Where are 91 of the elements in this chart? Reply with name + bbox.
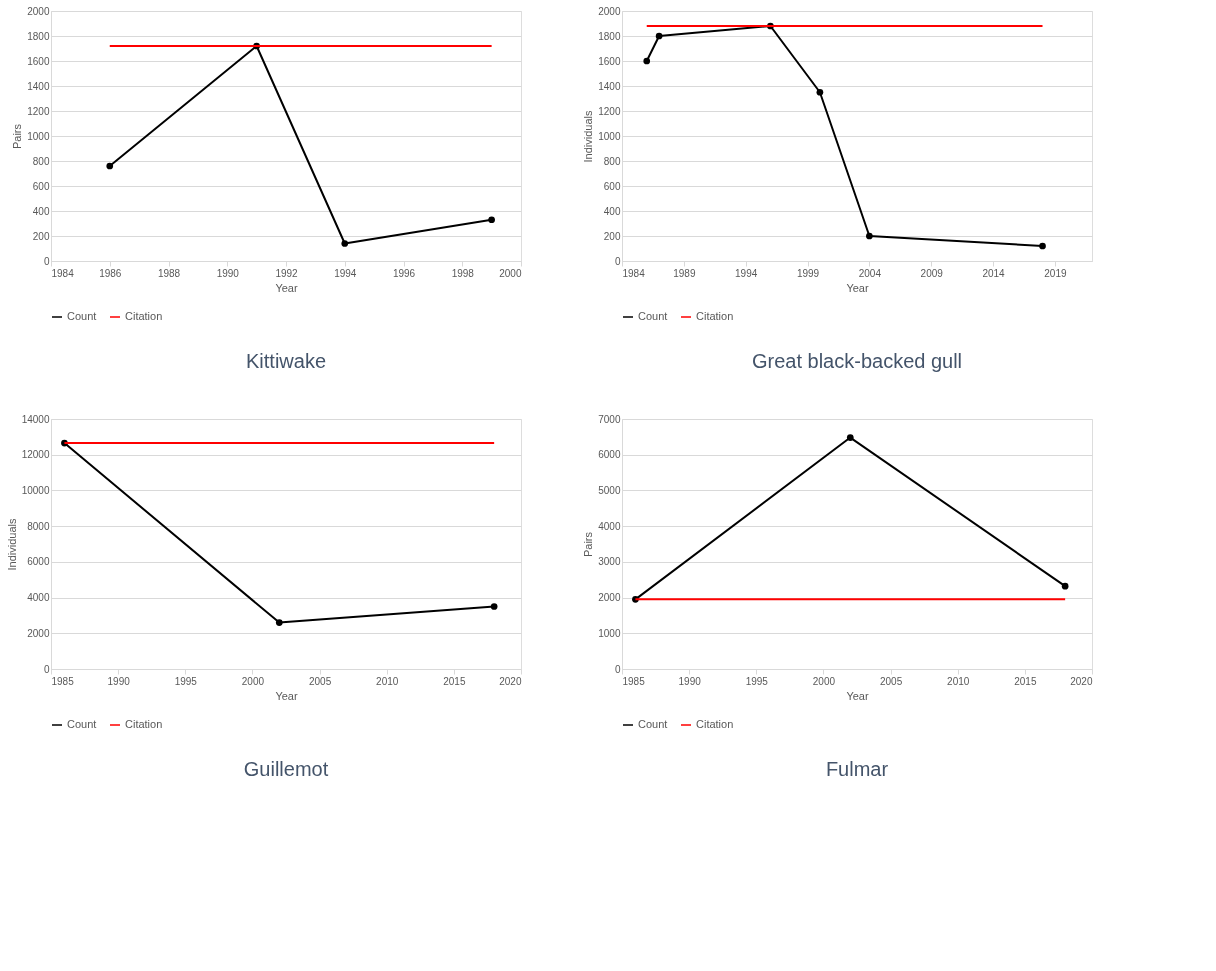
legend-label: Citation bbox=[696, 310, 734, 322]
x-tick-label: 1984 bbox=[51, 267, 75, 279]
legend-label: Count bbox=[67, 310, 97, 322]
text: Fulmar bbox=[825, 758, 889, 780]
y-tick-label: 4000 bbox=[598, 520, 621, 532]
x-tick-label: 2009 bbox=[920, 267, 944, 279]
x-tick-label: 1990 bbox=[216, 267, 240, 279]
x-tick-label: 1988 bbox=[157, 267, 181, 279]
text: Guillemot bbox=[243, 758, 329, 780]
x-tick-label: 2010 bbox=[947, 675, 970, 687]
y-tick-label: 200 bbox=[603, 230, 621, 242]
y-axis-title: Pairs bbox=[11, 123, 24, 150]
x-tick-label: 2000 bbox=[812, 675, 836, 687]
x-tick-label: 1994 bbox=[334, 267, 357, 279]
y-axis-title: Individuals bbox=[582, 110, 595, 163]
x-tick-label: 1986 bbox=[99, 267, 122, 279]
x-tick-label: 2019 bbox=[1044, 267, 1067, 279]
x-tick-label: 2015 bbox=[1014, 675, 1037, 687]
y-tick-label: 200 bbox=[32, 230, 50, 242]
y-axis-title: Individuals bbox=[5, 518, 18, 571]
y-tick-label: 1200 bbox=[598, 105, 621, 117]
y-tick-label: 0 bbox=[43, 255, 50, 267]
text: Great black-backed gull bbox=[751, 350, 963, 372]
y-tick-label: 800 bbox=[32, 155, 50, 167]
x-tick-label: 2010 bbox=[376, 675, 399, 687]
y-tick-label: 7000 bbox=[598, 413, 621, 425]
x-tick-label: 1989 bbox=[673, 267, 696, 279]
y-tick-label: 1600 bbox=[598, 55, 621, 67]
x-tick-label: 2004 bbox=[858, 267, 882, 279]
x-tick-label: 1990 bbox=[107, 675, 131, 687]
y-tick-label: 400 bbox=[603, 205, 621, 217]
x-tick-label: 2005 bbox=[308, 675, 332, 687]
x-tick-label: 1985 bbox=[622, 675, 646, 687]
y-tick-label: 0 bbox=[614, 663, 621, 675]
legend-label: Citation bbox=[125, 718, 163, 730]
x-tick-label: 2005 bbox=[879, 675, 903, 687]
legend-label: Count bbox=[67, 718, 97, 730]
x-tick-label: 1998 bbox=[451, 267, 475, 279]
legend-label: Count bbox=[638, 310, 668, 322]
y-tick-label: 1000 bbox=[27, 130, 50, 142]
y-tick-label: 1800 bbox=[27, 30, 50, 42]
x-tick-label: 2020 bbox=[499, 675, 522, 687]
y-tick-label: 2000 bbox=[27, 627, 50, 639]
x-tick-label: 2000 bbox=[241, 675, 265, 687]
y-tick-label: 0 bbox=[614, 255, 621, 267]
x-tick-label: 1996 bbox=[392, 267, 416, 279]
x-axis-title: Year bbox=[275, 689, 298, 702]
y-tick-label: 1400 bbox=[27, 80, 50, 92]
legend-label: Citation bbox=[696, 718, 734, 730]
y-tick-label: 8000 bbox=[27, 520, 50, 532]
y-tick-label: 14000 bbox=[21, 413, 50, 425]
y-tick-label: 1400 bbox=[598, 80, 621, 92]
y-tick-label: 1800 bbox=[598, 30, 621, 42]
x-tick-label: 2015 bbox=[443, 675, 466, 687]
y-tick-label: 600 bbox=[603, 180, 621, 192]
x-tick-label: 2000 bbox=[499, 267, 522, 279]
y-tick-label: 3000 bbox=[598, 556, 621, 568]
x-tick-label: 1990 bbox=[678, 675, 702, 687]
x-tick-label: 1995 bbox=[174, 675, 198, 687]
x-tick-label: 1985 bbox=[51, 675, 75, 687]
x-axis-title: Year bbox=[275, 281, 298, 294]
y-tick-label: 10000 bbox=[21, 484, 50, 496]
text: Kittiwake bbox=[245, 350, 327, 372]
y-tick-label: 6000 bbox=[598, 449, 621, 461]
y-tick-label: 600 bbox=[32, 180, 50, 192]
y-tick-label: 6000 bbox=[27, 556, 50, 568]
x-axis-title: Year bbox=[846, 281, 869, 294]
y-tick-label: 1600 bbox=[27, 55, 50, 67]
y-tick-label: 1000 bbox=[598, 130, 621, 142]
x-tick-label: 2020 bbox=[1070, 675, 1093, 687]
y-tick-label: 2000 bbox=[598, 592, 621, 604]
y-axis-title: Pairs bbox=[582, 531, 595, 558]
x-tick-label: 1984 bbox=[622, 267, 646, 279]
y-tick-label: 800 bbox=[603, 155, 621, 167]
legend-label: Citation bbox=[125, 310, 163, 322]
y-tick-label: 5000 bbox=[598, 484, 621, 496]
y-tick-label: 400 bbox=[32, 205, 50, 217]
y-tick-label: 4000 bbox=[27, 592, 50, 604]
y-tick-label: 12000 bbox=[21, 449, 50, 461]
x-tick-label: 1992 bbox=[275, 267, 299, 279]
x-tick-label: 1994 bbox=[735, 267, 758, 279]
x-tick-label: 1995 bbox=[745, 675, 769, 687]
x-tick-label: 1999 bbox=[796, 267, 820, 279]
y-tick-label: 1000 bbox=[598, 627, 621, 639]
legend-label: Count bbox=[638, 718, 668, 730]
y-tick-label: 0 bbox=[43, 663, 50, 675]
y-tick-label: 2000 bbox=[598, 5, 621, 17]
x-axis-title: Year bbox=[846, 689, 869, 702]
y-tick-label: 2000 bbox=[27, 5, 50, 17]
y-tick-label: 1200 bbox=[27, 105, 50, 117]
x-tick-label: 2014 bbox=[982, 267, 1006, 279]
